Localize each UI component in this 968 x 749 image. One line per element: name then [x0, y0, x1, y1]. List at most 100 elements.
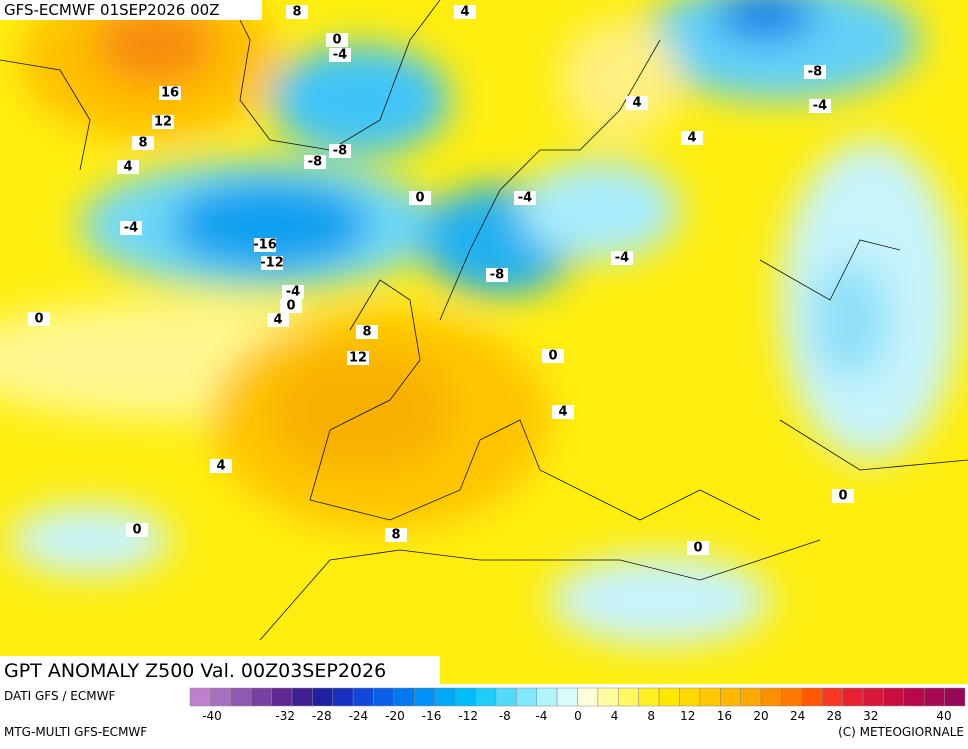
contour-label: -8 [308, 155, 322, 170]
contour-label-box [117, 160, 139, 174]
header-box [0, 0, 262, 20]
legend-swatch [577, 687, 599, 707]
contour-label: 16 [161, 86, 179, 101]
contour-label: 4 [273, 313, 282, 328]
contour-label-box [454, 5, 476, 19]
legend-swatch [312, 687, 334, 707]
contour-label: -4 [518, 191, 532, 206]
legend-swatch [434, 687, 456, 707]
run-label: GFS-ECMWF 01SEP2026 00Z [4, 1, 219, 19]
legend-tick-label: 0 [574, 709, 582, 723]
contour-label-box [210, 459, 232, 473]
legend-tick-label: 4 [611, 709, 619, 723]
legend-tick-label: -40 [202, 709, 222, 723]
legend-swatch [475, 687, 497, 707]
contour-label-box [280, 299, 302, 313]
legend-swatch [740, 687, 762, 707]
contour-label: -8 [490, 268, 504, 283]
legend-swatch [250, 687, 272, 707]
legend-swatch [556, 687, 578, 707]
contour-label: -4 [333, 48, 347, 63]
contour-label-box [681, 131, 703, 145]
legend-swatch [618, 687, 639, 707]
contour-label: 4 [632, 96, 641, 111]
legend-swatch [230, 687, 252, 707]
legend-tick-label: -24 [349, 709, 369, 723]
legend-swatch [923, 687, 945, 707]
contour-label-box [347, 351, 369, 365]
legend-tick-label: 8 [647, 709, 655, 723]
legend-swatch [454, 687, 476, 707]
contour-label: 8 [362, 325, 371, 340]
contour-label-box [832, 489, 854, 503]
contour-label-box [132, 136, 154, 150]
legend-swatch [862, 687, 884, 707]
legend-swatch [903, 687, 925, 707]
contour-label-box [152, 115, 174, 129]
contour-label-box [809, 99, 831, 113]
legend-swatch [679, 687, 701, 707]
legend-swatch [332, 687, 354, 707]
contour-label: 4 [558, 405, 567, 420]
map-title: GPT ANOMALY Z500 Val. 00Z03SEP2026 [4, 660, 386, 682]
contour-label-box [329, 144, 351, 158]
legend-swatch [414, 687, 435, 707]
contour-label: -4 [615, 251, 629, 266]
legend-swatch [352, 687, 374, 707]
legend-swatch [944, 687, 966, 707]
legend-tick-label: 24 [790, 709, 805, 723]
legend-swatch [720, 687, 741, 707]
contour-label: 0 [286, 299, 295, 314]
legend-swatch [597, 687, 619, 707]
legend-swatch [189, 687, 211, 707]
contour-label-box [687, 541, 709, 555]
legend-swatch [842, 687, 864, 707]
contour-label: -4 [813, 99, 827, 114]
contour-label-box [356, 325, 378, 339]
contour-label-box [611, 251, 633, 265]
legend-swatch [638, 687, 660, 707]
legend-swatch [760, 687, 782, 707]
legend-tick-label: 32 [863, 709, 878, 723]
contour-label-box [159, 86, 181, 100]
legend-tick-label: -20 [385, 709, 405, 723]
legend-swatch [699, 687, 721, 707]
legend-tick-label: -8 [499, 709, 511, 723]
contour-label: 4 [460, 5, 469, 20]
contour-label-box [267, 313, 289, 327]
source-label: DATI GFS / ECMWF [4, 689, 115, 703]
contour-label-box [804, 65, 826, 79]
contour-label-box [626, 96, 648, 110]
legend-swatch [291, 687, 313, 707]
contour-label: 0 [332, 33, 341, 48]
legend-tick-label: 40 [936, 709, 951, 723]
contour-label-box [120, 221, 142, 235]
legend-swatch [516, 687, 537, 707]
contour-label: 4 [216, 459, 225, 474]
contour-label: 0 [838, 489, 847, 504]
coastlines [0, 0, 968, 641]
contour-label: -4 [286, 285, 300, 300]
contour-label-box [329, 48, 351, 62]
legend-swatch [801, 687, 823, 707]
legend-tick-label: -12 [458, 709, 478, 723]
contour-label: 0 [34, 312, 43, 327]
contour-label: 0 [693, 541, 702, 556]
contour-label: -12 [260, 256, 284, 271]
legend-tick-label: 12 [680, 709, 695, 723]
contour-label: 0 [548, 349, 557, 364]
contour-label-box [326, 33, 348, 47]
contour-label-box [409, 191, 431, 205]
contour-label: 0 [415, 191, 424, 206]
legend-swatch [495, 687, 517, 707]
contour-label-box [28, 312, 50, 326]
legend-tick-label: -16 [422, 709, 442, 723]
contour-label-box [304, 155, 326, 169]
contour-label: -4 [124, 221, 138, 236]
legend-swatch [536, 687, 558, 707]
title-box [0, 656, 440, 684]
contour-label: 8 [292, 5, 301, 20]
contour-label: 4 [123, 160, 132, 175]
